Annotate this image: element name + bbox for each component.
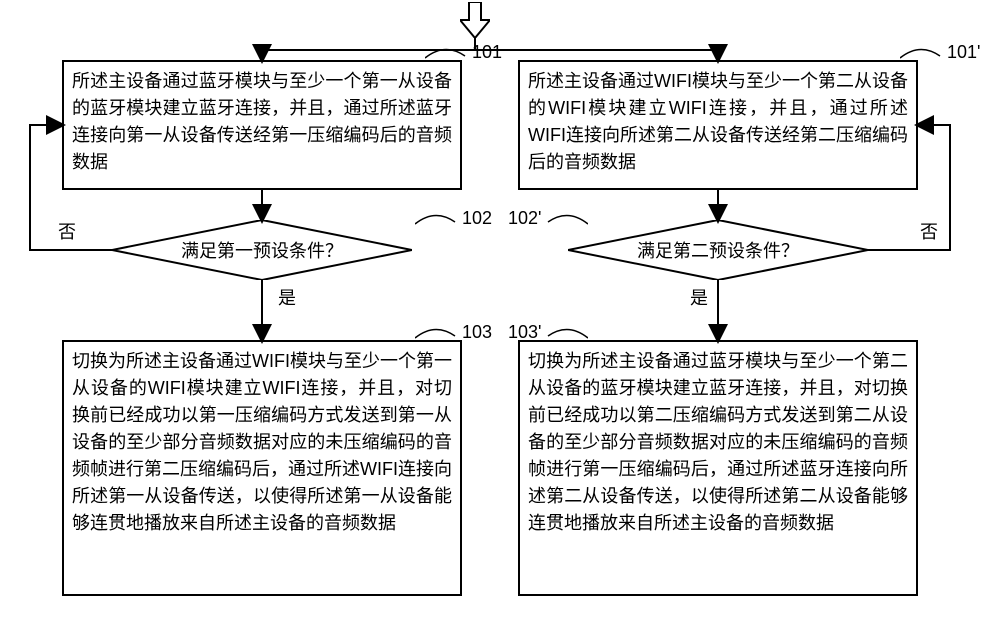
decision-102p-no: 否	[920, 218, 938, 244]
decision-102: 满足第一预设条件？	[112, 220, 412, 280]
decision-102-num-label: 102	[415, 208, 492, 229]
node-101p-text: 所述主设备通过WIFI模块与至少一个第二从设备的WIFI模块建立WIFI连接，并…	[528, 71, 908, 172]
decision-102p: 满足第二预设条件？	[568, 220, 868, 280]
start-arrow	[460, 2, 490, 43]
node-103-text: 切换为所述主设备通过WIFI模块与至少一个第一从设备的WIFI模块建立WIFI连…	[72, 351, 452, 533]
num-101: 101	[472, 42, 502, 62]
num-103: 103	[462, 322, 492, 342]
num-102p: 102'	[508, 208, 541, 228]
decision-102-yes: 是	[278, 284, 296, 310]
num-103p: 103'	[508, 322, 541, 342]
node-103: 切换为所述主设备通过WIFI模块与至少一个第一从设备的WIFI模块建立WIFI连…	[62, 340, 462, 596]
node-101p-num-label: 101'	[900, 42, 980, 63]
node-103p: 切换为所述主设备通过蓝牙模块与至少一个第二从设备的蓝牙模块建立蓝牙连接，并且，对…	[518, 340, 918, 596]
node-103p-text: 切换为所述主设备通过蓝牙模块与至少一个第二从设备的蓝牙模块建立蓝牙连接，并且，对…	[528, 351, 908, 533]
node-103p-num-label: 103'	[508, 322, 588, 343]
flowchart-canvas: 所述主设备通过蓝牙模块与至少一个第一从设备的蓝牙模块建立蓝牙连接，并且，通过所述…	[0, 0, 1000, 618]
decision-102-no: 否	[58, 218, 76, 244]
node-101-text: 所述主设备通过蓝牙模块与至少一个第一从设备的蓝牙模块建立蓝牙连接，并且，通过所述…	[72, 71, 452, 172]
node-103-num-label: 103	[415, 322, 492, 343]
decision-102p-yes: 是	[690, 284, 708, 310]
decision-102p-text: 满足第二预设条件？	[637, 237, 799, 263]
num-101p: 101'	[947, 42, 980, 62]
node-101: 所述主设备通过蓝牙模块与至少一个第一从设备的蓝牙模块建立蓝牙连接，并且，通过所述…	[62, 60, 462, 190]
node-101p: 所述主设备通过WIFI模块与至少一个第二从设备的WIFI模块建立WIFI连接，并…	[518, 60, 918, 190]
node-101-num-label: 101	[425, 42, 502, 63]
num-102: 102	[462, 208, 492, 228]
decision-102-text: 满足第一预设条件？	[181, 237, 343, 263]
decision-102p-num-label: 102'	[508, 208, 588, 229]
